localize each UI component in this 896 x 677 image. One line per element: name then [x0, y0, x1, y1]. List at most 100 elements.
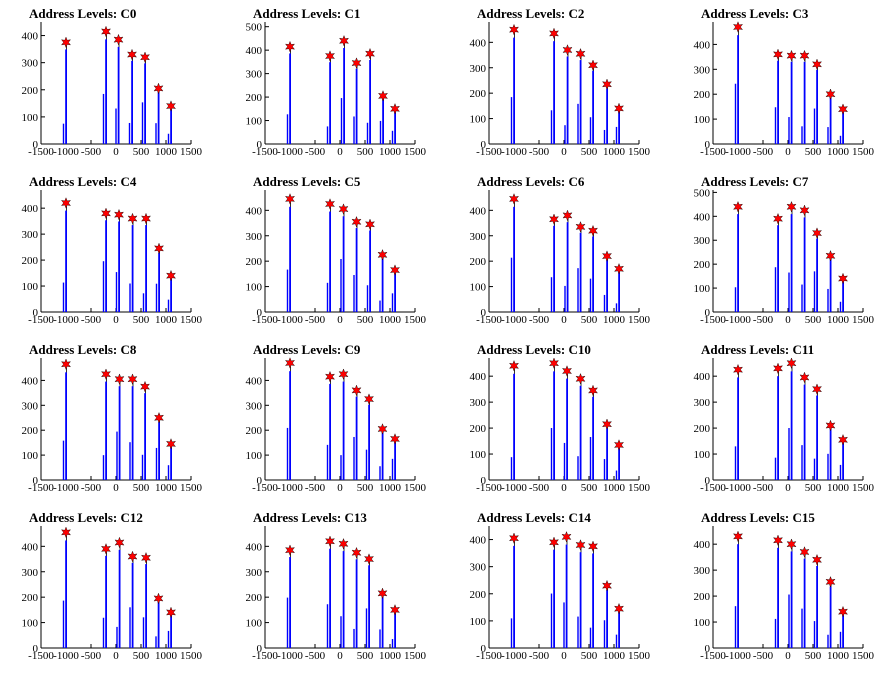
peak-marker [140, 51, 150, 63]
x-tick-label: 1000 [155, 482, 178, 494]
y-tick-label: 300 [470, 63, 487, 75]
subplot-c4: Address Levels: C4 0 100 200 300 400 -1500 -100… [22, 174, 203, 326]
peak-marker [351, 216, 362, 228]
x-tick-label: -1500 [252, 482, 278, 494]
x-tick-label: -1000 [501, 146, 527, 158]
peak-marker [773, 534, 783, 547]
y-tick-label: 100 [246, 450, 263, 462]
y-tick-label: 100 [694, 283, 711, 295]
peak-bar [566, 378, 568, 480]
sub-bar [550, 110, 553, 144]
sub-bar [564, 125, 566, 144]
x-tick-label: -1000 [53, 314, 79, 326]
sub-bar [734, 606, 737, 648]
subplot-c1: Address Levels: C10100200300400500-1500-… [246, 6, 427, 158]
y-tick-label: 100 [470, 449, 487, 461]
x-tick-label: -1500 [476, 146, 502, 158]
y-tick-label: 300 [470, 562, 487, 574]
sub-bar [615, 470, 618, 480]
sub-bar [839, 301, 842, 312]
peak-bar [145, 564, 147, 648]
subplot-c5: Address Levels: C5 0 100 200 300 400 -1500 -100… [246, 174, 427, 326]
x-tick-label: -500 [529, 314, 550, 326]
peak-bar [170, 446, 172, 480]
x-tick-label: -1000 [725, 146, 751, 158]
peak-bar [118, 549, 121, 648]
peak-bar [131, 562, 134, 648]
x-tick-label: 1500 [180, 482, 203, 494]
y-tick-label: 100 [22, 618, 39, 630]
y-tick-label: 400 [246, 45, 263, 57]
peak-bar [777, 225, 779, 312]
subplot-title: Address Levels: C10 [477, 342, 591, 357]
peak-marker [140, 380, 150, 393]
peak-marker [614, 602, 624, 615]
subplot-c15: Address Levels: C15 0 100 200 300 400 -1500 -10… [694, 510, 875, 662]
x-tick-label: 500 [581, 482, 598, 494]
sub-bar [141, 454, 144, 480]
y-tick-label: 400 [694, 39, 711, 51]
x-tick-label: -500 [753, 146, 774, 158]
x-tick-label: -1500 [476, 314, 502, 326]
y-tick-label: 400 [22, 31, 39, 43]
x-tick-label: 1000 [379, 314, 402, 326]
sub-bar [142, 293, 145, 312]
x-tick-label: -1500 [28, 314, 54, 326]
y-tick-label: 300 [246, 400, 263, 412]
sub-bar [102, 617, 105, 648]
sub-bar [589, 627, 592, 648]
peak-marker [101, 25, 111, 38]
peak-marker [509, 532, 519, 544]
peak-marker [786, 200, 797, 213]
y-tick-label: 400 [22, 203, 39, 215]
peak-bar [737, 35, 739, 144]
peak-bar [329, 62, 331, 144]
peak-marker [390, 103, 400, 115]
y-tick-label: 0 [705, 307, 711, 319]
subplot-title: Address Levels: C6 [477, 174, 585, 189]
sub-bar [615, 303, 618, 312]
x-tick-label: -500 [81, 650, 102, 662]
peak-bar [355, 228, 358, 312]
sub-bar [734, 83, 737, 144]
peak-bar [606, 590, 608, 648]
sub-bar [102, 93, 105, 144]
peak-marker [733, 200, 743, 213]
x-tick-label: -500 [305, 650, 326, 662]
x-tick-label: 0 [113, 314, 119, 326]
y-tick-label: 200 [470, 589, 487, 601]
x-tick-label: -1500 [252, 146, 278, 158]
sub-bar [734, 287, 737, 312]
peak-marker [285, 40, 295, 53]
x-tick-label: -1000 [277, 146, 303, 158]
subplot-c14: Address Levels: C14 0 100 200 300 400 -1500 -10… [470, 510, 651, 662]
peak-bar [145, 225, 147, 312]
subplot-c12: Address Levels: C12 0 100 200 300 400 -1500 -10… [22, 510, 203, 662]
peak-marker [562, 44, 573, 56]
sub-bar [353, 275, 355, 312]
y-tick-label: 100 [22, 450, 39, 462]
x-tick-label: 1500 [628, 482, 651, 494]
sub-bar [801, 445, 803, 480]
peak-marker [588, 224, 598, 237]
sub-bar [391, 130, 394, 144]
x-tick-label: -1500 [700, 482, 726, 494]
y-tick-label: 0 [481, 139, 487, 151]
sub-bar [603, 620, 606, 648]
sub-bar [379, 120, 382, 144]
sub-bar [788, 117, 790, 144]
sub-bar [827, 127, 829, 144]
sub-bar [326, 604, 329, 648]
y-tick-label: 200 [22, 425, 39, 437]
x-tick-label: 0 [785, 482, 791, 494]
sub-bar [326, 126, 329, 144]
sub-bar [167, 133, 170, 144]
x-tick-label: 500 [133, 314, 150, 326]
peak-marker [812, 227, 822, 239]
peak-bar [65, 49, 67, 145]
sub-bar [353, 116, 355, 144]
y-tick-label: 100 [22, 281, 39, 293]
peak-marker [285, 357, 295, 369]
peak-bar [618, 271, 620, 312]
peak-marker [838, 103, 848, 115]
